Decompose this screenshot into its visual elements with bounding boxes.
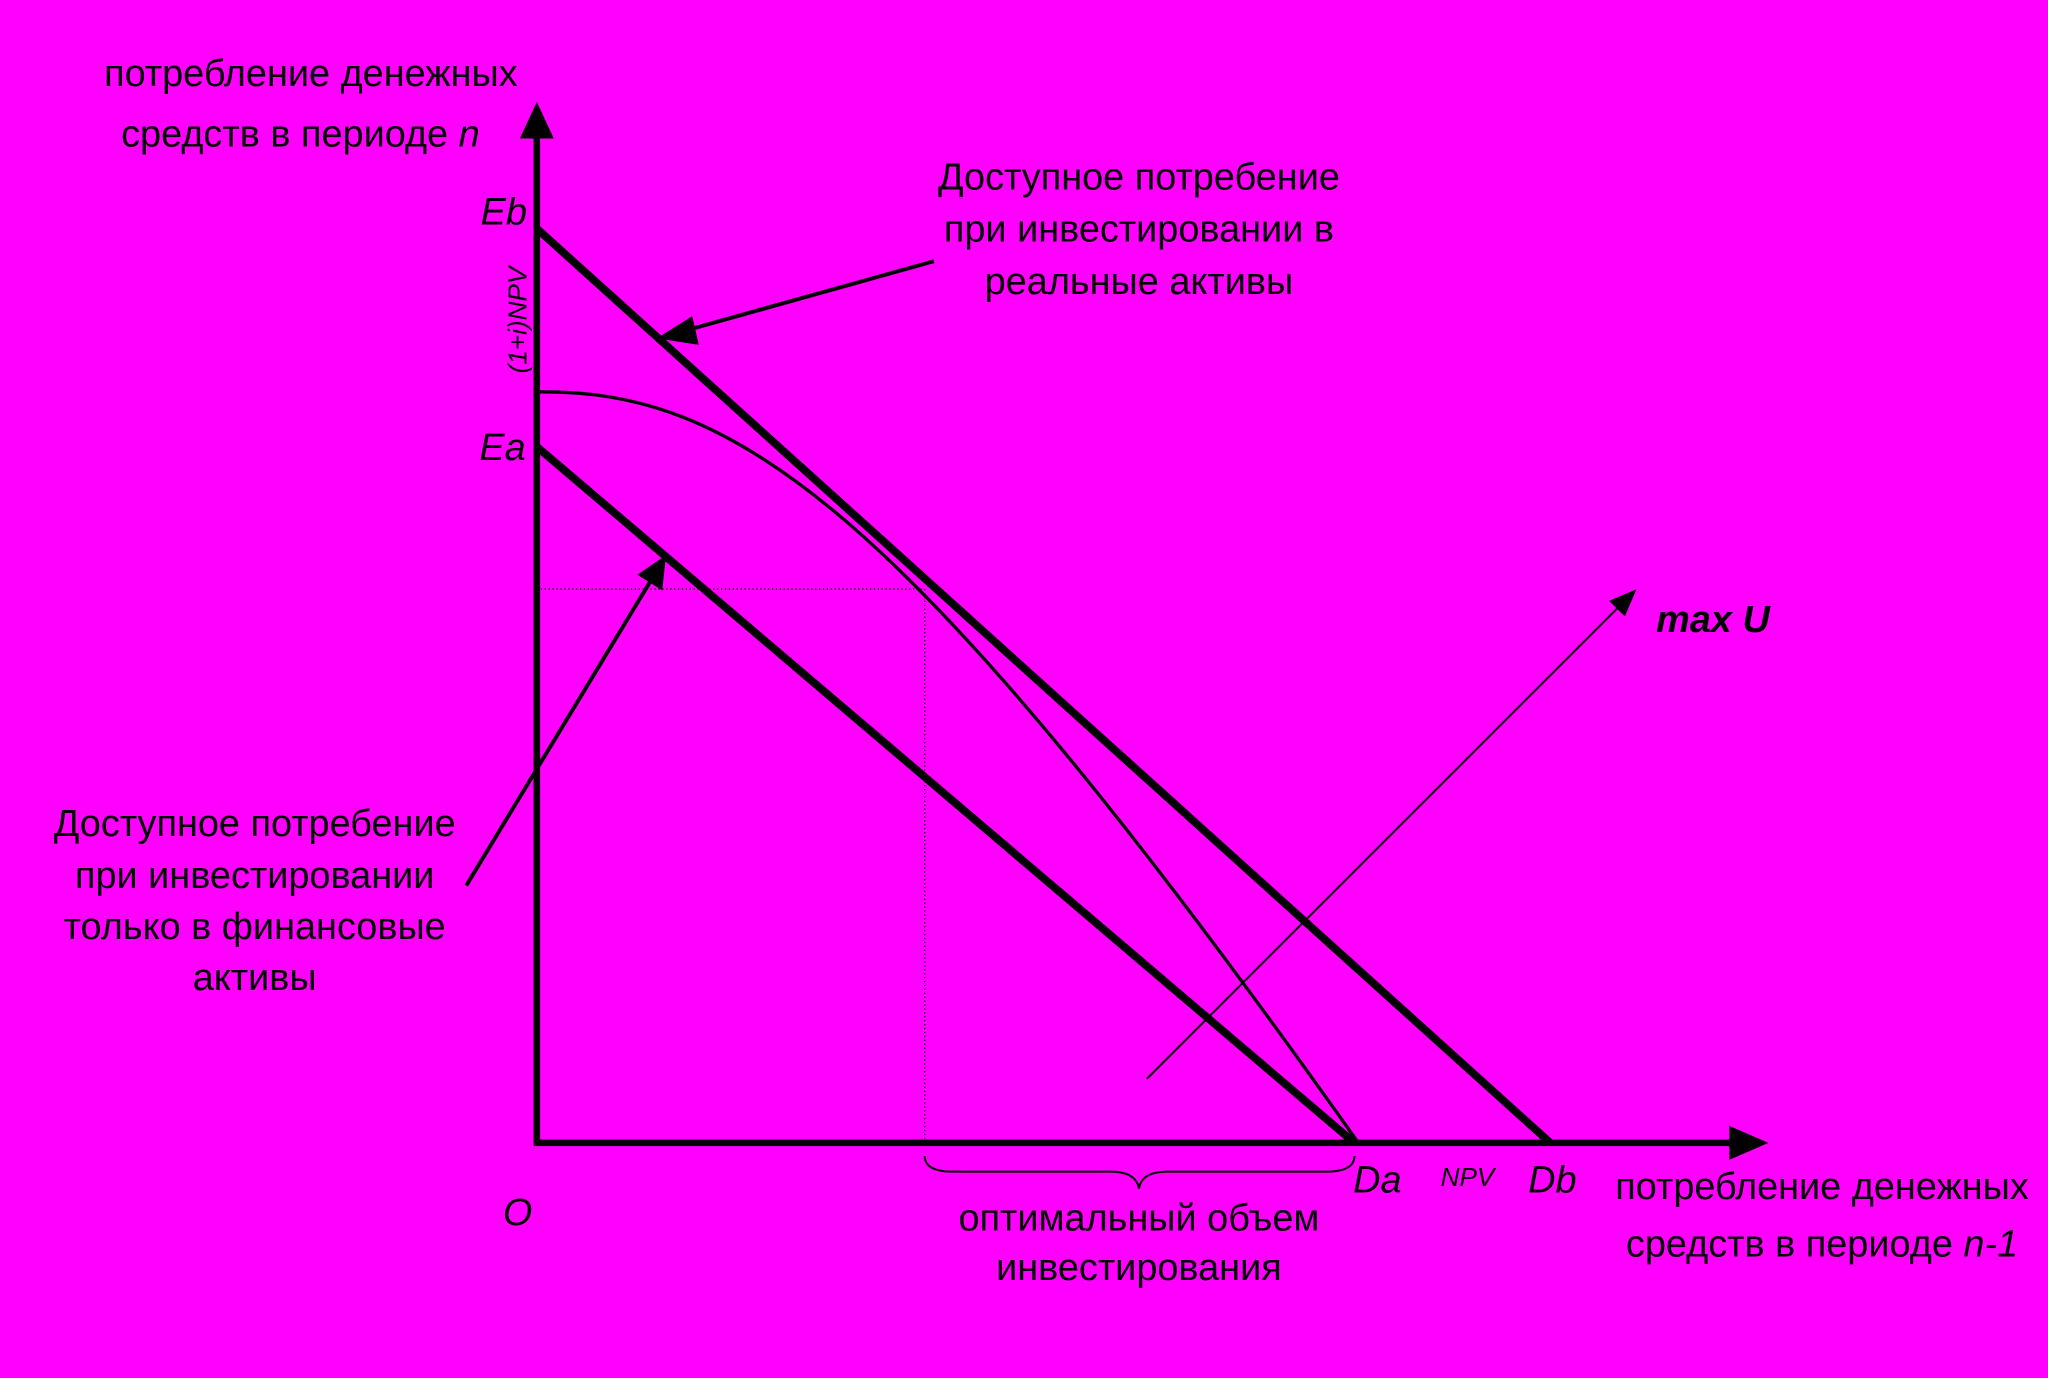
utility-arrowhead (1609, 589, 1637, 617)
x-axis-var: n-1 (1963, 1224, 2018, 1266)
x-axis-label: средств в периоде n-1 (1626, 1224, 2018, 1266)
x-axis-label: потребление денежных (1615, 1166, 2029, 1208)
annotation-arrowhead (637, 555, 667, 591)
x-arrow (1729, 1125, 1769, 1160)
npv-future-label: (1+i)NPV (502, 264, 532, 373)
point-label: Ea (479, 427, 525, 469)
npv-label: NPV (1441, 1162, 1497, 1192)
brace (923, 1155, 1356, 1189)
annotation-arrowhead (656, 316, 699, 345)
annotation: Доступное потребение (54, 803, 456, 845)
y-axis-var: n (459, 113, 480, 155)
annotation: при инвестировании в (944, 209, 1334, 251)
point-label: O (503, 1192, 532, 1234)
line-ea-da (534, 443, 1357, 1146)
y-axis-label: средств в периоде (121, 113, 448, 155)
point-label: Db (1528, 1160, 1576, 1202)
annotation: инвестирования (996, 1247, 1282, 1289)
x-axis-label: средств в периоде (1626, 1224, 1953, 1266)
annotation: активы (193, 957, 317, 999)
annotation: Доступное потребение (938, 156, 1340, 198)
investment-curve (536, 390, 1360, 1144)
annotation-arrow (685, 259, 935, 333)
point-label: Eb (481, 192, 527, 234)
y-arrow (519, 101, 554, 139)
annotation: реальные активы (985, 261, 1294, 303)
line-eb-db (534, 225, 1553, 1146)
annotation: при инвестировании (75, 855, 435, 897)
y-axis-label: потребление денежных (104, 53, 518, 95)
max-u-label: max U (1656, 599, 1771, 641)
utility-arrow (1146, 600, 1626, 1080)
annotation: только в финансовые (64, 906, 446, 948)
annotation: оптимальный объем (958, 1197, 1319, 1239)
point-label: Da (1353, 1160, 1401, 1202)
y-axis-label: средств в периоде n (121, 113, 480, 155)
annotation-arrow (464, 580, 653, 887)
